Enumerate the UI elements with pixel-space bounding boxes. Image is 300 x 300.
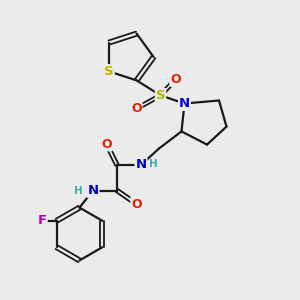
Text: O: O [101, 137, 112, 151]
Text: O: O [131, 197, 142, 211]
Text: H: H [149, 159, 158, 170]
Text: N: N [87, 184, 99, 197]
Text: O: O [170, 73, 181, 86]
Text: H: H [74, 185, 82, 196]
Text: F: F [38, 214, 47, 227]
Text: S: S [104, 65, 114, 78]
Text: S: S [156, 89, 165, 102]
Text: N: N [179, 97, 190, 110]
Text: N: N [135, 158, 147, 172]
Text: O: O [131, 102, 142, 115]
